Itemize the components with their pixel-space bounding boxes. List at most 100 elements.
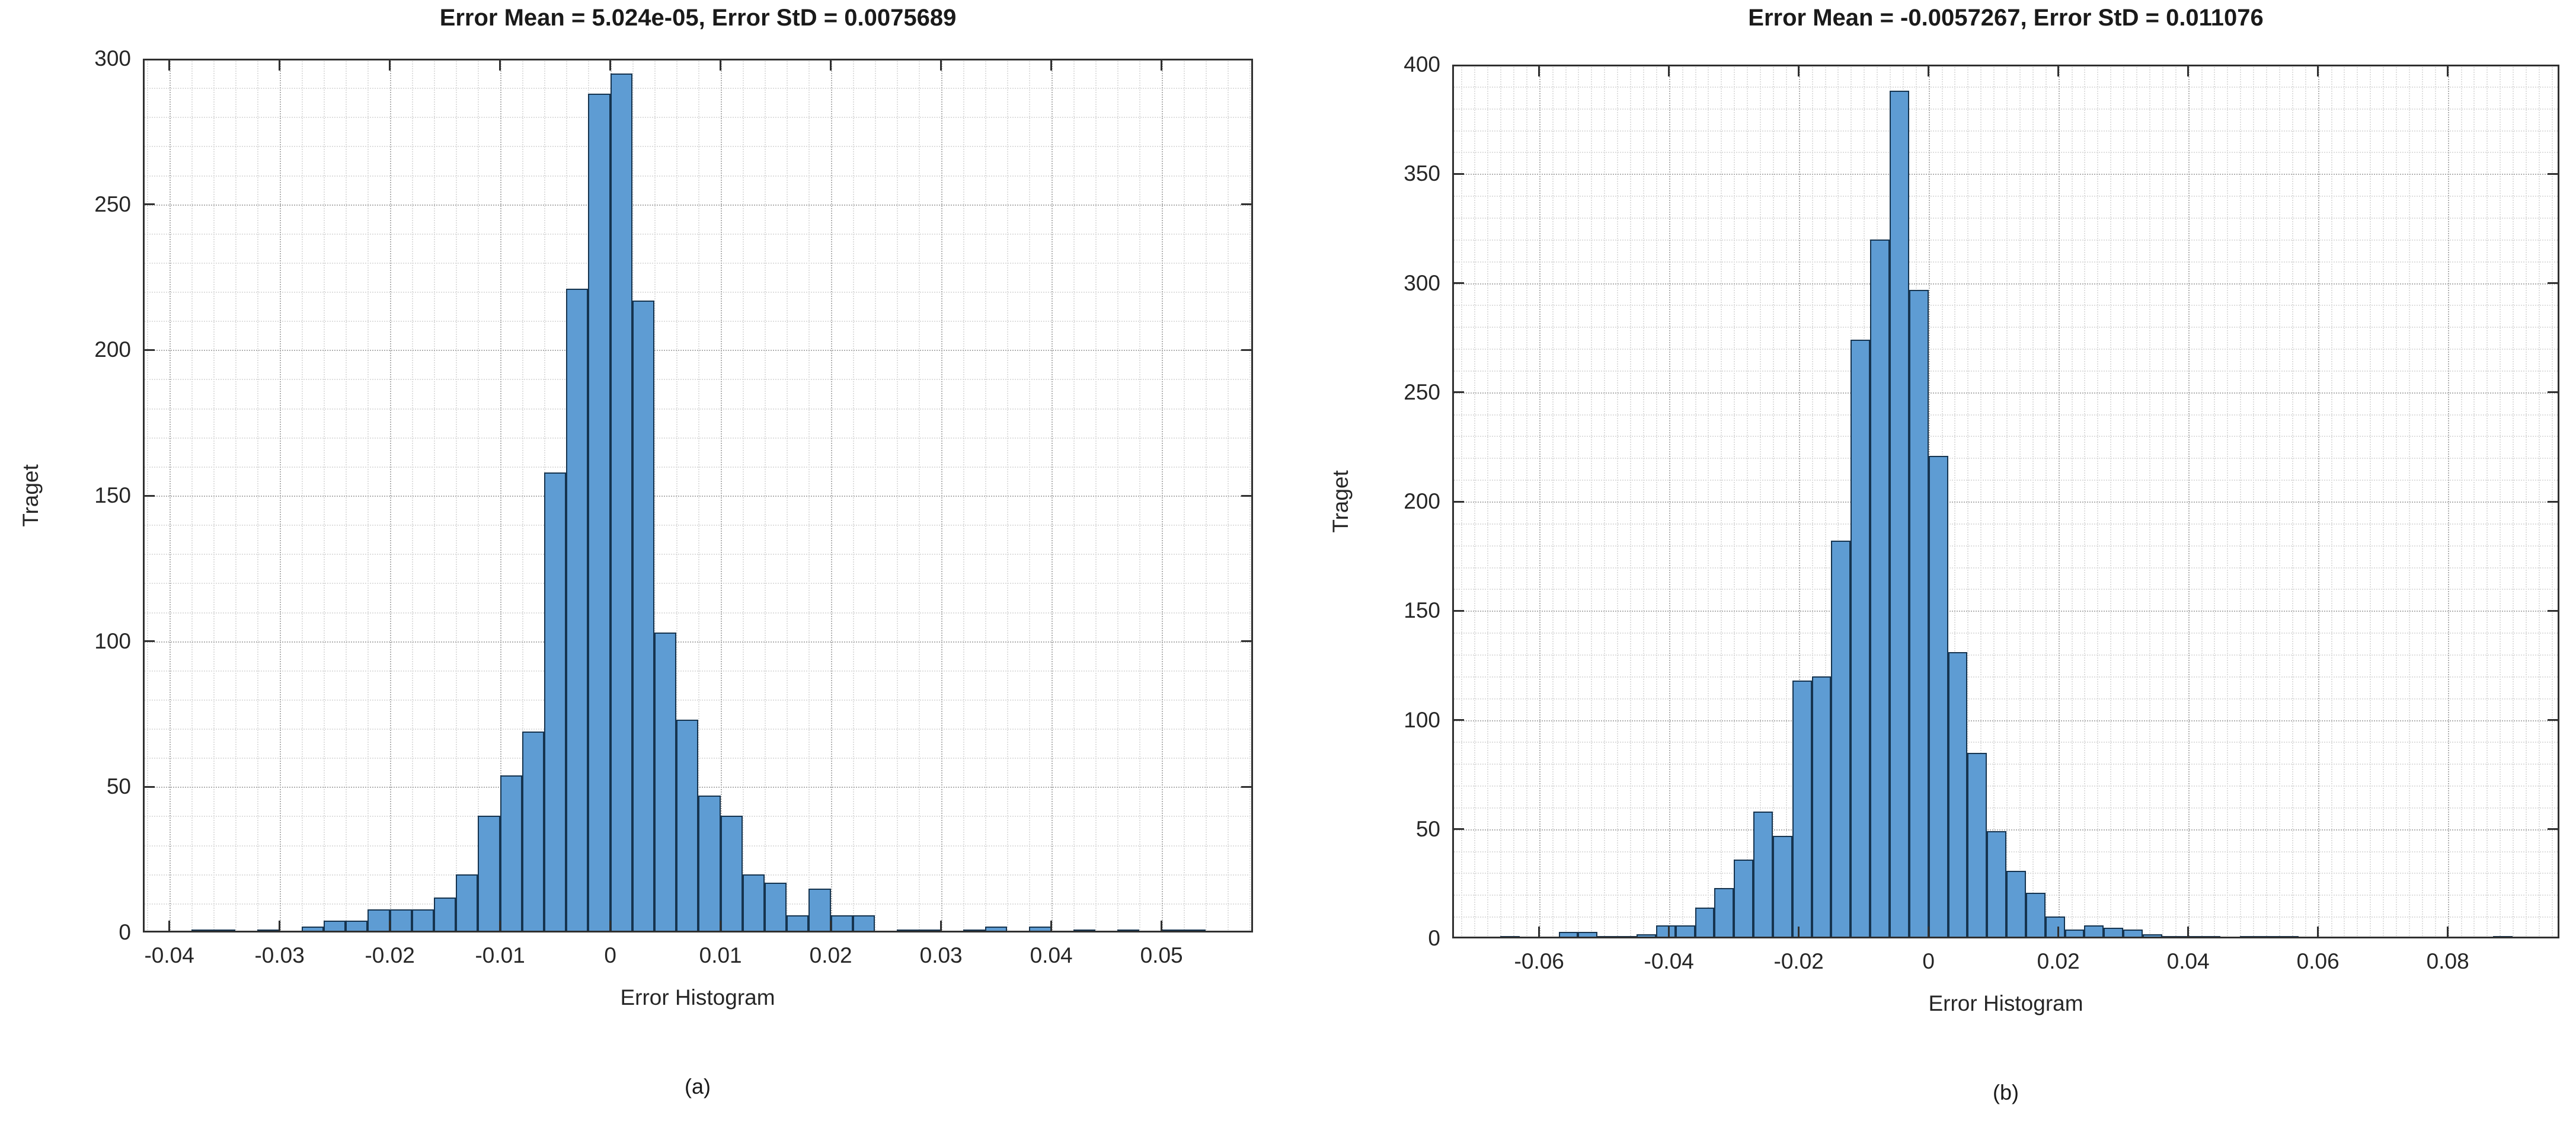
grid-minor-hline — [143, 88, 1253, 90]
x-axis-tick-mark — [279, 59, 281, 71]
grid-minor-hline — [1452, 633, 2559, 634]
y-axis-tick-mark — [1452, 500, 1464, 503]
grid-minor-hline — [143, 233, 1253, 235]
x-axis-tick-mark — [830, 59, 832, 71]
x-axis-tick-mark — [1538, 927, 1541, 938]
x-axis-tick-label: 0.04 — [1030, 943, 1073, 967]
grid-minor-hline — [1452, 589, 2559, 590]
grid-major-hline — [1452, 611, 2559, 612]
grid-major-hline — [143, 350, 1253, 352]
histogram-bar — [1772, 835, 1792, 938]
y-axis-tick-label: 200 — [94, 337, 131, 362]
histogram-bar — [2181, 936, 2201, 938]
x-axis-tick-mark — [2317, 927, 2319, 938]
x-axis-tick-mark — [279, 921, 281, 932]
histogram-bar — [1714, 888, 1734, 938]
y-axis-tick-label: 150 — [1404, 598, 1440, 623]
histogram-bar — [1636, 934, 1656, 938]
y-axis-tick-mark — [2548, 282, 2559, 284]
grid-minor-hline — [1452, 480, 2559, 481]
y-axis-tick-mark — [143, 785, 155, 788]
x-axis-tick-mark — [1668, 65, 1670, 76]
histogram-bar — [2143, 934, 2162, 938]
chart-b-plot-area — [1452, 65, 2559, 938]
y-axis-tick-label: 100 — [94, 628, 131, 653]
histogram-bar — [367, 909, 390, 932]
x-axis-tick-label: 0.02 — [2037, 949, 2080, 973]
grid-minor-hline — [143, 670, 1253, 672]
histogram-bar — [1987, 831, 2007, 938]
histogram-bar — [1117, 930, 1140, 932]
x-axis-tick-label: 0 — [1922, 949, 1935, 973]
y-axis-tick-mark — [1452, 609, 1464, 612]
grid-major-hline — [1452, 392, 2559, 394]
y-axis-tick-mark — [1452, 828, 1464, 831]
grid-major-hline — [143, 496, 1253, 497]
grid-minor-hline — [1452, 698, 2559, 700]
histogram-bar — [434, 898, 456, 932]
x-axis-tick-mark — [2447, 65, 2449, 76]
y-axis-tick-label: 250 — [94, 191, 131, 216]
grid-minor-hline — [143, 612, 1253, 614]
y-axis-tick-label: 50 — [106, 774, 131, 799]
chart-b-caption: (b) — [1993, 1080, 2019, 1104]
y-axis-tick-label: 300 — [1404, 270, 1440, 295]
histogram-bar — [787, 915, 809, 932]
histogram-bar — [1183, 930, 1206, 932]
x-axis-tick-mark — [1928, 65, 1930, 76]
grid-minor-hline — [143, 437, 1253, 439]
histogram-bar — [1792, 681, 1812, 938]
histogram-bar — [1558, 931, 1578, 938]
chart-b-x-axis-label: Error Histogram — [1928, 991, 2083, 1015]
x-axis-tick-label: 0.01 — [699, 943, 742, 967]
histogram-bar — [2259, 936, 2279, 938]
y-axis-tick-mark — [143, 640, 155, 643]
x-axis-tick-label: -0.02 — [1773, 949, 1824, 973]
x-axis-tick-label: 0.04 — [2166, 949, 2210, 973]
histogram-bar — [1948, 652, 1968, 938]
grid-minor-hline — [1452, 261, 2559, 263]
grid-major-hline — [1452, 174, 2559, 175]
x-axis-tick-mark — [168, 921, 171, 932]
y-axis-tick-mark — [1241, 931, 1253, 932]
x-axis-tick-mark — [940, 921, 942, 932]
y-axis-tick-mark — [1241, 785, 1253, 788]
grid-minor-hline — [1452, 654, 2559, 656]
x-axis-tick-mark — [720, 921, 722, 932]
histogram-bar — [1161, 930, 1184, 932]
histogram-bar — [1073, 930, 1095, 932]
grid-major-hline — [1452, 502, 2559, 503]
histogram-bar — [1831, 541, 1851, 938]
x-axis-tick-mark — [2447, 927, 2449, 938]
histogram-bar — [2064, 930, 2085, 938]
histogram-bar — [1578, 931, 1598, 938]
grid-minor-hline — [1452, 523, 2559, 525]
y-axis-tick-mark — [2548, 500, 2559, 503]
x-axis-tick-mark — [2187, 927, 2190, 938]
histogram-bar — [1695, 908, 1715, 938]
histogram-bar — [654, 632, 677, 932]
chart-a-caption: (a) — [685, 1074, 711, 1098]
histogram-bar — [765, 883, 787, 932]
x-axis-tick-mark — [1798, 927, 1800, 938]
histogram-bar — [1967, 752, 1987, 938]
y-axis-tick-mark — [2548, 391, 2559, 394]
grid-minor-hline — [1452, 370, 2559, 372]
x-axis-tick-mark — [389, 59, 391, 71]
histogram-bar — [301, 927, 324, 932]
histogram-bar — [1850, 340, 1871, 938]
grid-minor-hline — [1452, 567, 2559, 569]
x-axis-tick-label: 0.05 — [1140, 943, 1183, 967]
y-axis-tick-mark — [2548, 609, 2559, 612]
histogram-bar — [1890, 91, 1909, 938]
grid-minor-hline — [1452, 458, 2559, 459]
histogram-bar — [1617, 936, 1637, 938]
histogram-bar — [2162, 936, 2182, 938]
grid-minor-hline — [1452, 108, 2559, 110]
grid-minor-hline — [1452, 807, 2559, 809]
histogram-bar — [985, 927, 1008, 932]
x-axis-tick-label: -0.01 — [475, 943, 525, 967]
grid-minor-hline — [143, 262, 1253, 264]
x-axis-tick-label: -0.04 — [1644, 949, 1694, 973]
x-axis-tick-label: -0.04 — [144, 943, 194, 967]
